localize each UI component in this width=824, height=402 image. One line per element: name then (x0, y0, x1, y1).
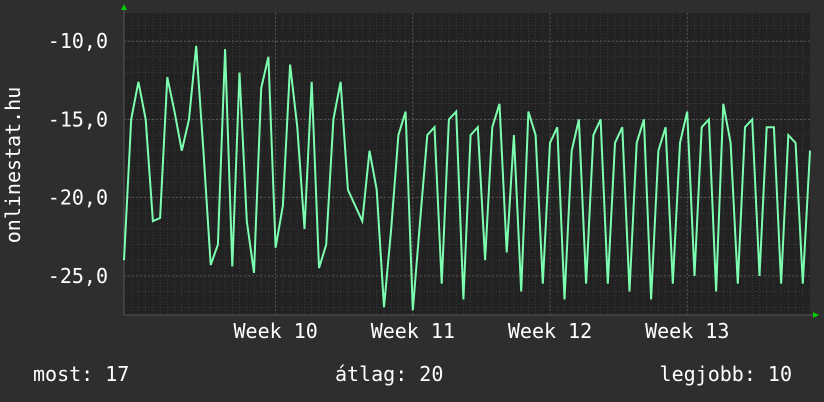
axes (121, 4, 819, 318)
y-tick-label: -25,0 (48, 264, 108, 288)
best-value-stat: legjobb: 10 (659, 362, 792, 386)
y-tick-label: -20,0 (48, 186, 108, 210)
x-tick-label: Week 12 (508, 319, 592, 343)
plot-area (124, 13, 810, 315)
x-tick-label: Week 11 (371, 319, 455, 343)
series-line-0 (123, 45, 811, 311)
x-tick-label: Week 10 (233, 319, 317, 343)
line-chart: -10,0 -15,0 -20,0 -25,0 Week 10 Week 11 Week 1… (1, 4, 819, 343)
y-tick-label: -15,0 (48, 107, 108, 131)
y-axis-label: onlinestat.hu (1, 87, 25, 244)
y-tick-label: -10,0 (48, 29, 108, 53)
x-tick-label: Week 13 (645, 319, 729, 343)
series-layer (123, 45, 811, 311)
tick-labels: -10,0 -15,0 -20,0 -25,0 Week 10 Week 11 Week 1… (48, 29, 730, 343)
average-value-stat: átlag: 20 (335, 362, 444, 386)
y-axis-arrow (121, 4, 127, 10)
current-value-stat: most: 17 (33, 362, 130, 386)
x-axis-arrow (813, 312, 819, 318)
